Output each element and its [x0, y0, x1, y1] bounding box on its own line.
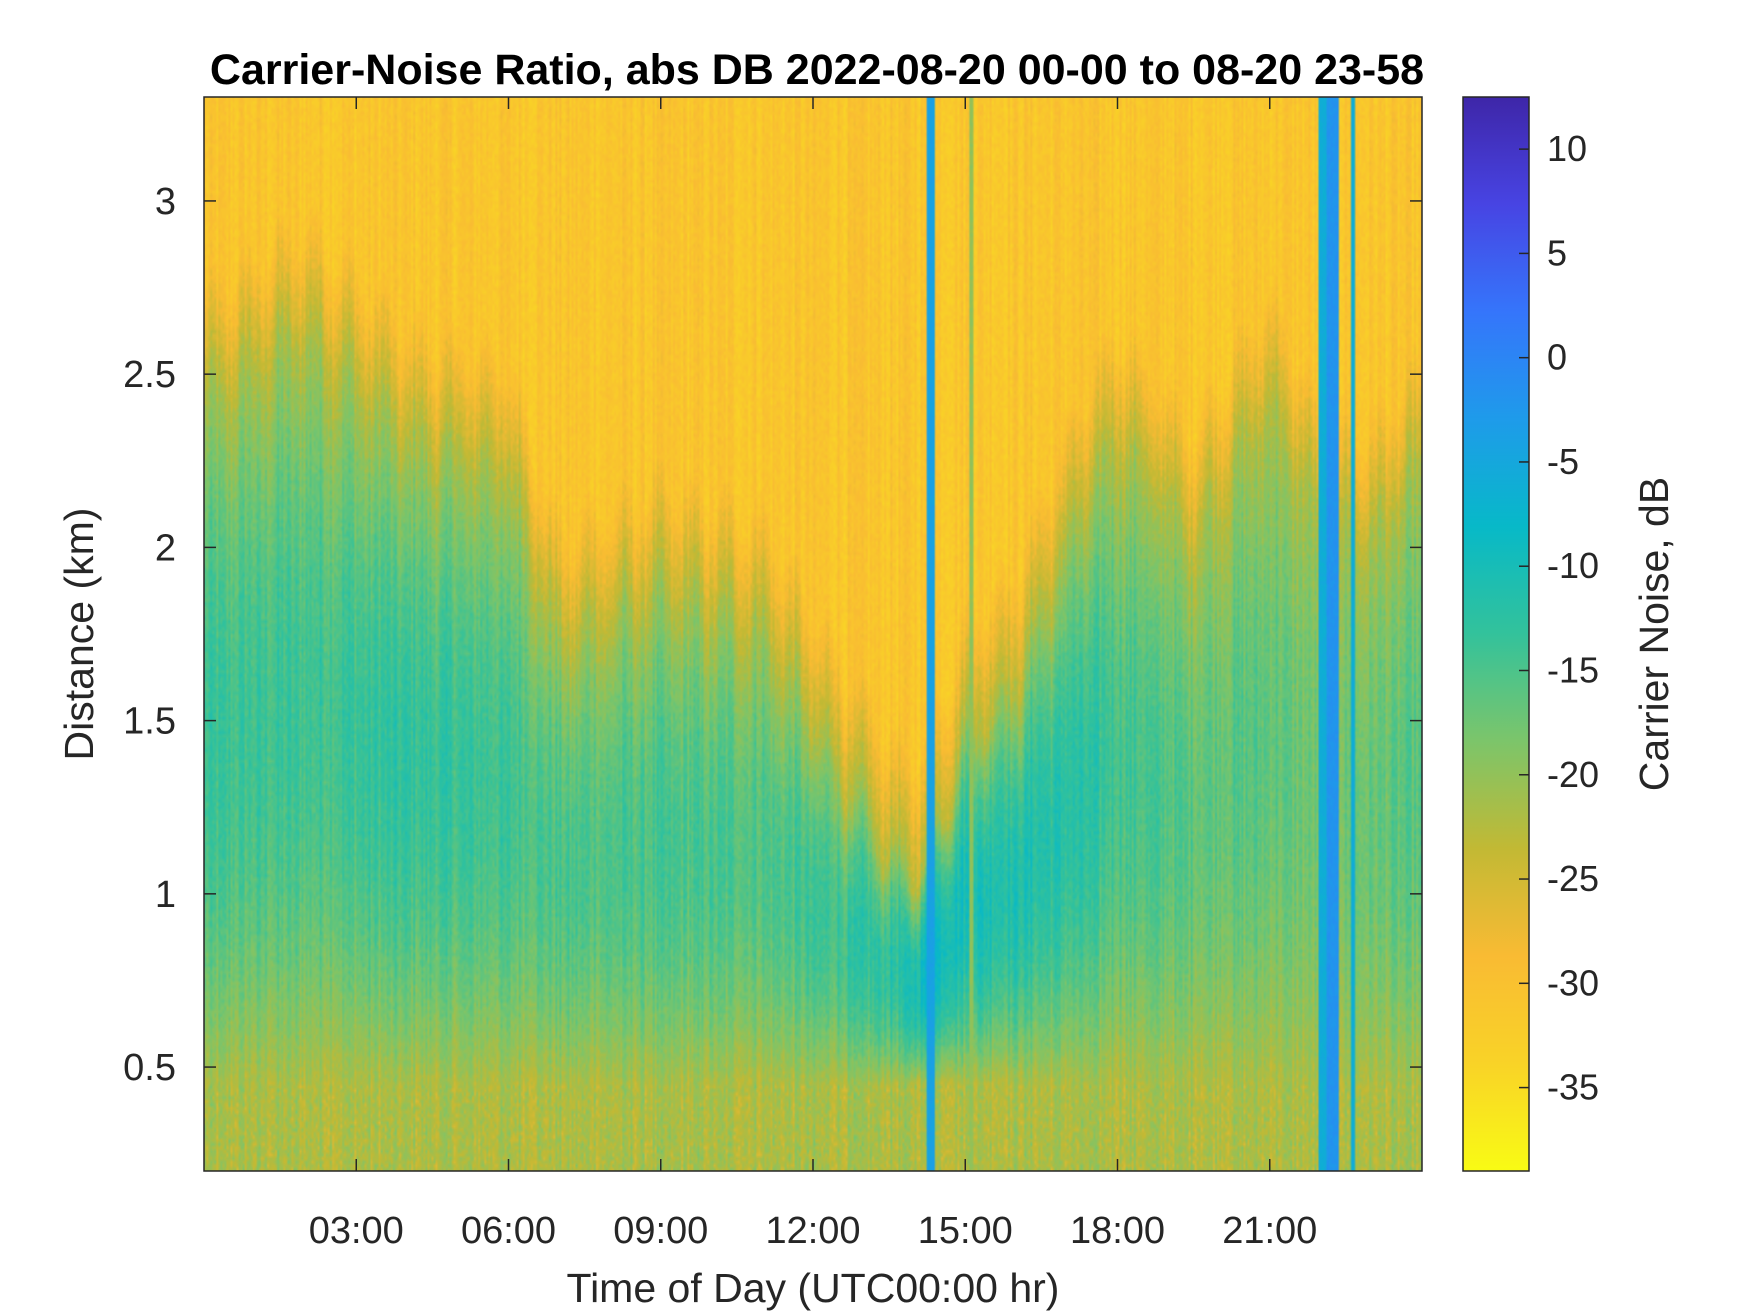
- x-tick-label: 15:00: [918, 1210, 1013, 1252]
- x-axis-label: Time of Day (UTC00:00 hr): [567, 1265, 1060, 1311]
- y-axis-label: Distance (km): [56, 508, 102, 761]
- x-tick-label: 03:00: [309, 1210, 404, 1252]
- heatmap-image: [204, 97, 1422, 1171]
- colorbar-tick-label: -25: [1547, 858, 1599, 899]
- colorbar-tick-label: -35: [1547, 1067, 1599, 1108]
- y-axis: 0.5 1 1.5 2 2.5 3: [123, 181, 1422, 1089]
- colorbar-tick-label: -20: [1547, 754, 1599, 795]
- colorbar-tick-label: 10: [1547, 128, 1587, 169]
- x-tick-label: 06:00: [461, 1210, 556, 1252]
- colorbar-tick-label: -15: [1547, 649, 1599, 690]
- x-tick-label: 09:00: [613, 1210, 708, 1252]
- colorbar-tick-label: -5: [1547, 441, 1579, 482]
- colorbar-tick-label: -30: [1547, 962, 1599, 1003]
- y-tick-label: 1: [155, 874, 176, 916]
- x-tick-label: 21:00: [1222, 1210, 1317, 1252]
- colorbar-ticks: 10 5 0 -5 -10 -15 -20 -25 -30 -35: [1519, 128, 1599, 1108]
- colorbar-label: Carrier Noise, dB: [1631, 477, 1677, 791]
- y-tick-label: 2.5: [123, 354, 176, 396]
- x-axis: 03:00 06:00 09:00 12:00 15:00 18:00 21:00: [309, 97, 1317, 1252]
- x-tick-label: 18:00: [1070, 1210, 1165, 1252]
- colorbar: 10 5 0 -5 -10 -15 -20 -25 -30 -35: [1462, 96, 1599, 1172]
- colorbar-tick-label: -10: [1547, 545, 1599, 586]
- colorbar-frame: [1462, 96, 1530, 1172]
- x-tick-label: 12:00: [765, 1210, 860, 1252]
- colorbar-gradient: [1463, 97, 1529, 1171]
- y-tick-label: 1.5: [123, 701, 176, 743]
- heatmap-area: [204, 97, 1422, 1171]
- colorbar-tick-label: 0: [1547, 337, 1567, 378]
- y-tick-label: 0.5: [123, 1047, 176, 1089]
- chart-title: Carrier-Noise Ratio, abs DB 2022-08-20 0…: [210, 46, 1424, 94]
- y-tick-label: 2: [155, 527, 176, 569]
- y-tick-label: 3: [155, 181, 176, 223]
- colorbar-tick-label: 5: [1547, 232, 1567, 273]
